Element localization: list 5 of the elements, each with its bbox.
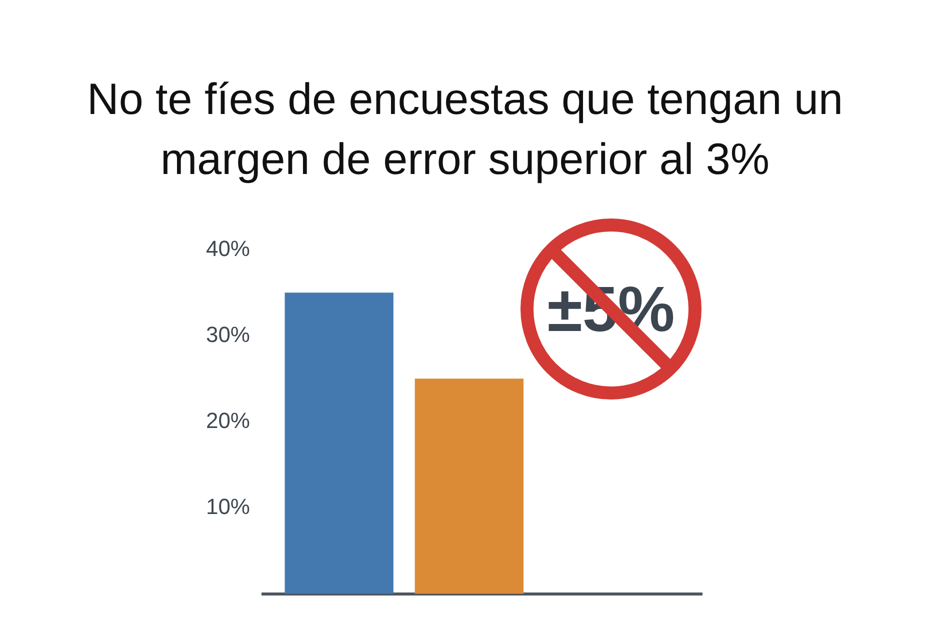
- y-tick-label: 20%: [206, 408, 250, 433]
- y-tick-label: 30%: [206, 322, 250, 348]
- y-tick-label: 10%: [206, 494, 250, 519]
- chart-title: No te fíes de encuestas que tengan un margen de error superior al 3%: [86, 74, 844, 186]
- y-tick-label: 40%: [206, 236, 250, 262]
